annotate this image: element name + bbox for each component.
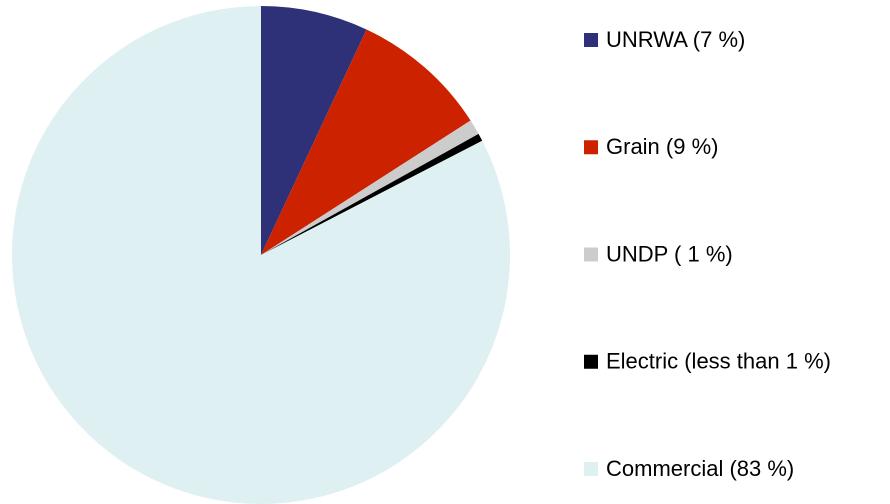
pie-slice — [261, 133, 483, 255]
legend-swatch — [584, 462, 598, 476]
legend-swatch — [584, 33, 598, 47]
pie-slice — [261, 120, 479, 255]
legend-swatch — [584, 140, 598, 155]
legend-label: UNRWA (7 %) — [606, 27, 745, 52]
pie-slice — [261, 29, 471, 256]
pie-slice — [11, 6, 511, 504]
legend-label: Commercial (83 %) — [606, 456, 794, 481]
legend-label: UNDP ( 1 %) — [606, 241, 733, 266]
legend-label: Grain (9 %) — [606, 134, 718, 159]
pie-slice — [261, 6, 367, 255]
legend-swatch — [584, 247, 598, 262]
legend-swatch — [584, 354, 598, 369]
legend-label: Electric (less than 1 %) — [606, 349, 831, 374]
